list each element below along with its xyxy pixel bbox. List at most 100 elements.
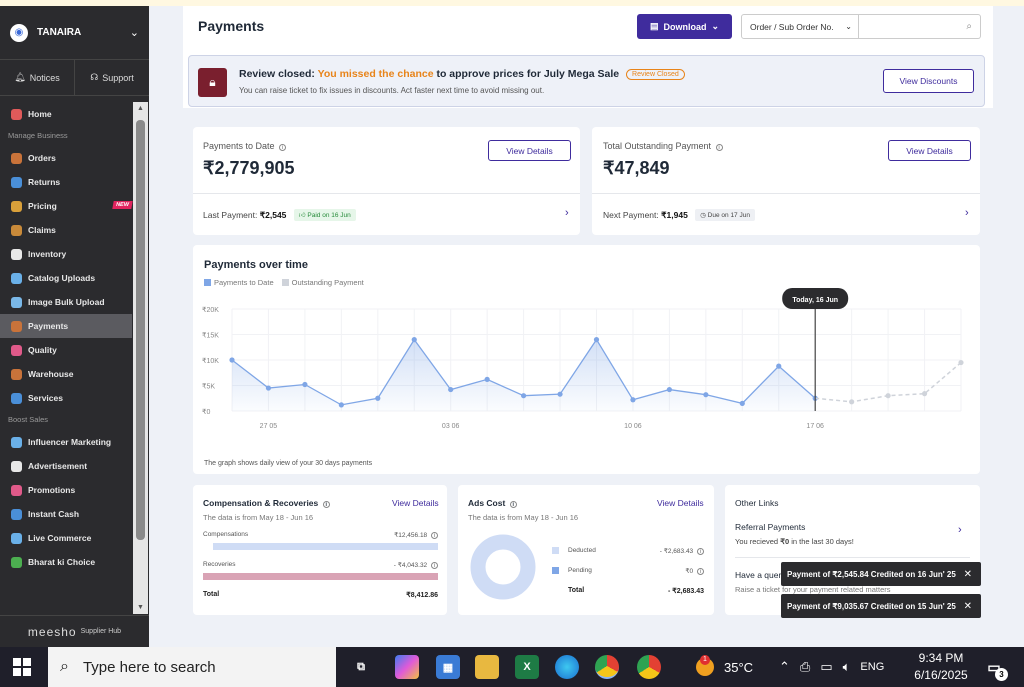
close-icon[interactable]: ✕ xyxy=(963,568,972,580)
sidebar-item-warehouse[interactable]: Warehouse xyxy=(0,362,132,386)
payments-chart: ₹20K ₹15K ₹10K ₹5K ₹0 27 05 03 06 10 06 17 06 Tod… xyxy=(202,288,964,430)
sidebar-item-claims[interactable]: Claims xyxy=(0,218,132,242)
divider xyxy=(735,557,970,558)
ads-total-label: Total xyxy=(568,587,585,594)
notification-icon[interactable]: ▭ 3 xyxy=(982,655,1008,681)
network-icon[interactable]: ▭ xyxy=(820,659,833,674)
payments-point xyxy=(666,386,672,393)
order-type-value: Order / Sub Order No. xyxy=(750,21,834,32)
chrome-profile-icon[interactable] xyxy=(637,655,661,679)
ads-cost-title: Ads Cost i xyxy=(468,498,517,508)
edge-icon[interactable] xyxy=(555,655,579,679)
payments-to-date-value: ₹2,779,905 xyxy=(203,158,295,178)
scrollbar-thumb[interactable] xyxy=(136,120,145,540)
sidebar-item-payments[interactable]: Payments xyxy=(0,314,132,338)
order-type-select[interactable]: Order / Sub Order No. ⌄ xyxy=(741,14,859,39)
query-title[interactable]: Have a query xyxy=(735,570,786,580)
chevron-right-icon[interactable]: › xyxy=(565,207,569,219)
info-icon[interactable]: i xyxy=(715,144,723,151)
sidebar: ◉ TANAIRA ⌄ 🔔︎ Notices ☊ Support Home Ma… xyxy=(0,6,149,647)
y-tick-label: ₹0 xyxy=(202,408,210,416)
sidebar-item-inventory[interactable]: Inventory xyxy=(0,242,132,266)
windows-start-icon[interactable] xyxy=(13,658,31,676)
close-icon[interactable]: ✕ xyxy=(963,600,972,612)
payments-point xyxy=(776,363,782,369)
chevron-right-icon[interactable]: › xyxy=(965,207,969,219)
taskbar-clock[interactable]: 9:34 PM 6/16/2025 xyxy=(912,650,970,684)
notices-button[interactable]: 🔔︎ Notices xyxy=(0,60,74,95)
ads-cost-donut xyxy=(470,534,536,600)
payments-area xyxy=(232,339,816,411)
sidebar-item-quality[interactable]: Quality xyxy=(0,338,132,362)
ads-cost-view-details-link[interactable]: View Details xyxy=(657,498,704,508)
referral-payments-link[interactable]: Referral Payments You recieved ₹0 in the… xyxy=(725,515,980,555)
info-icon[interactable]: i xyxy=(322,501,330,508)
payments-point xyxy=(375,395,381,401)
chrome-icon[interactable] xyxy=(595,655,619,679)
file-explorer-icon[interactable] xyxy=(475,655,499,679)
warehouse-icon xyxy=(11,368,22,380)
query-subtitle: Raise a ticket for your payment related … xyxy=(735,585,891,594)
ads-cost-subtitle: The data is from May 18 - Jun 16 xyxy=(468,513,579,522)
x-tick-label: 03 06 xyxy=(442,423,460,430)
legend-item-payments: Payments to Date xyxy=(204,278,274,287)
info-icon[interactable]: i xyxy=(279,144,287,151)
excel-icon[interactable]: X xyxy=(515,655,539,679)
sidebar-item-label: Advertisement xyxy=(28,461,88,471)
sidebar-scrollbar[interactable]: ▲ ▼ xyxy=(133,102,148,614)
bharat-ki-choice-icon xyxy=(11,556,22,568)
chevron-up-icon[interactable]: ⌃ xyxy=(779,659,790,674)
store-icon[interactable]: ▦ xyxy=(436,655,460,679)
meet-icon[interactable]: ⎙ xyxy=(799,659,811,674)
copilot-icon[interactable] xyxy=(395,655,419,679)
ads-cost-card: Ads Cost i View Details The data is from… xyxy=(458,485,714,615)
y-tick-label: ₹20K xyxy=(202,306,219,314)
outstanding-view-details-button[interactable]: View Details xyxy=(888,140,971,161)
home-icon xyxy=(11,108,22,120)
order-search-input[interactable]: ⌕ xyxy=(858,14,981,39)
sidebar-item-influencer-marketing[interactable]: Influencer Marketing xyxy=(0,430,132,454)
sidebar-item-services[interactable]: Services xyxy=(0,386,132,410)
due-on-pill: ◷ Due on 17 Jun xyxy=(695,209,755,221)
view-discounts-button[interactable]: View Discounts xyxy=(883,69,974,93)
account-avatar-icon: ◉ xyxy=(10,23,28,42)
x-tick-label: 17 06 xyxy=(806,423,824,430)
scroll-up-icon[interactable]: ▲ xyxy=(137,105,144,112)
download-button[interactable]: ▤ Download ⌄ xyxy=(637,14,732,39)
support-button[interactable]: ☊ Support xyxy=(74,60,149,95)
sidebar-item-promotions[interactable]: Promotions xyxy=(0,478,132,502)
sidebar-item-instant-cash[interactable]: Instant Cash xyxy=(0,502,132,526)
info-icon[interactable]: i xyxy=(509,501,517,508)
sidebar-item-bharat-ki-choice[interactable]: Bharat ki Choice xyxy=(0,550,132,574)
payment-toast: Payment of ₹2,545.84 Credited on 16 Jun'… xyxy=(781,562,981,586)
language-indicator[interactable]: ENG xyxy=(860,661,885,673)
inventory-icon xyxy=(11,248,22,260)
deducted-value: - ₹2,683.43 i xyxy=(608,547,704,555)
sidebar-item-image-bulk-upload[interactable]: Image Bulk Upload xyxy=(0,290,132,314)
sidebar-item-catalog-uploads[interactable]: Catalog Uploads xyxy=(0,266,132,290)
taskbar-search-input[interactable]: ⌕ Type here to search xyxy=(48,647,336,687)
lock-icon: 🔒︎ xyxy=(198,68,227,97)
divider xyxy=(592,193,980,194)
compensation-view-details-link[interactable]: View Details xyxy=(392,498,439,508)
download-label: Download xyxy=(663,21,707,32)
toast-message: Payment of ₹9,035.67 Credited on 15 Jun'… xyxy=(787,601,956,611)
sidebar-item-returns[interactable]: Returns xyxy=(0,170,132,194)
payments-point xyxy=(593,337,600,343)
payments-view-details-button[interactable]: View Details xyxy=(488,140,571,161)
sidebar-item-live-commerce[interactable]: Live Commerce xyxy=(0,526,132,550)
sidebar-item-pricing[interactable]: Pricing NEW xyxy=(0,194,133,218)
outstanding-point xyxy=(849,399,855,405)
sidebar-item-home[interactable]: Home xyxy=(0,102,132,126)
sidebar-item-orders[interactable]: Orders xyxy=(0,146,132,170)
task-view-icon[interactable]: ⧉ xyxy=(357,660,365,673)
account-switcher[interactable]: ◉ TANAIRA ⌄ xyxy=(0,6,149,60)
sidebar-item-advertisement[interactable]: Advertisement xyxy=(0,454,132,478)
section-manage-business: Manage Business xyxy=(8,131,68,140)
system-tray: ⌃ ⎙ ▭ 🔈︎ ENG xyxy=(779,647,884,687)
toast-message: Payment of ₹2,545.84 Credited on 16 Jun'… xyxy=(787,569,956,579)
volume-muted-icon[interactable]: 🔈︎ xyxy=(842,659,851,674)
weather-widget[interactable]: 1 35°C xyxy=(696,647,753,687)
scroll-down-icon[interactable]: ▼ xyxy=(137,604,144,611)
search-icon: ⌕ xyxy=(966,21,972,32)
